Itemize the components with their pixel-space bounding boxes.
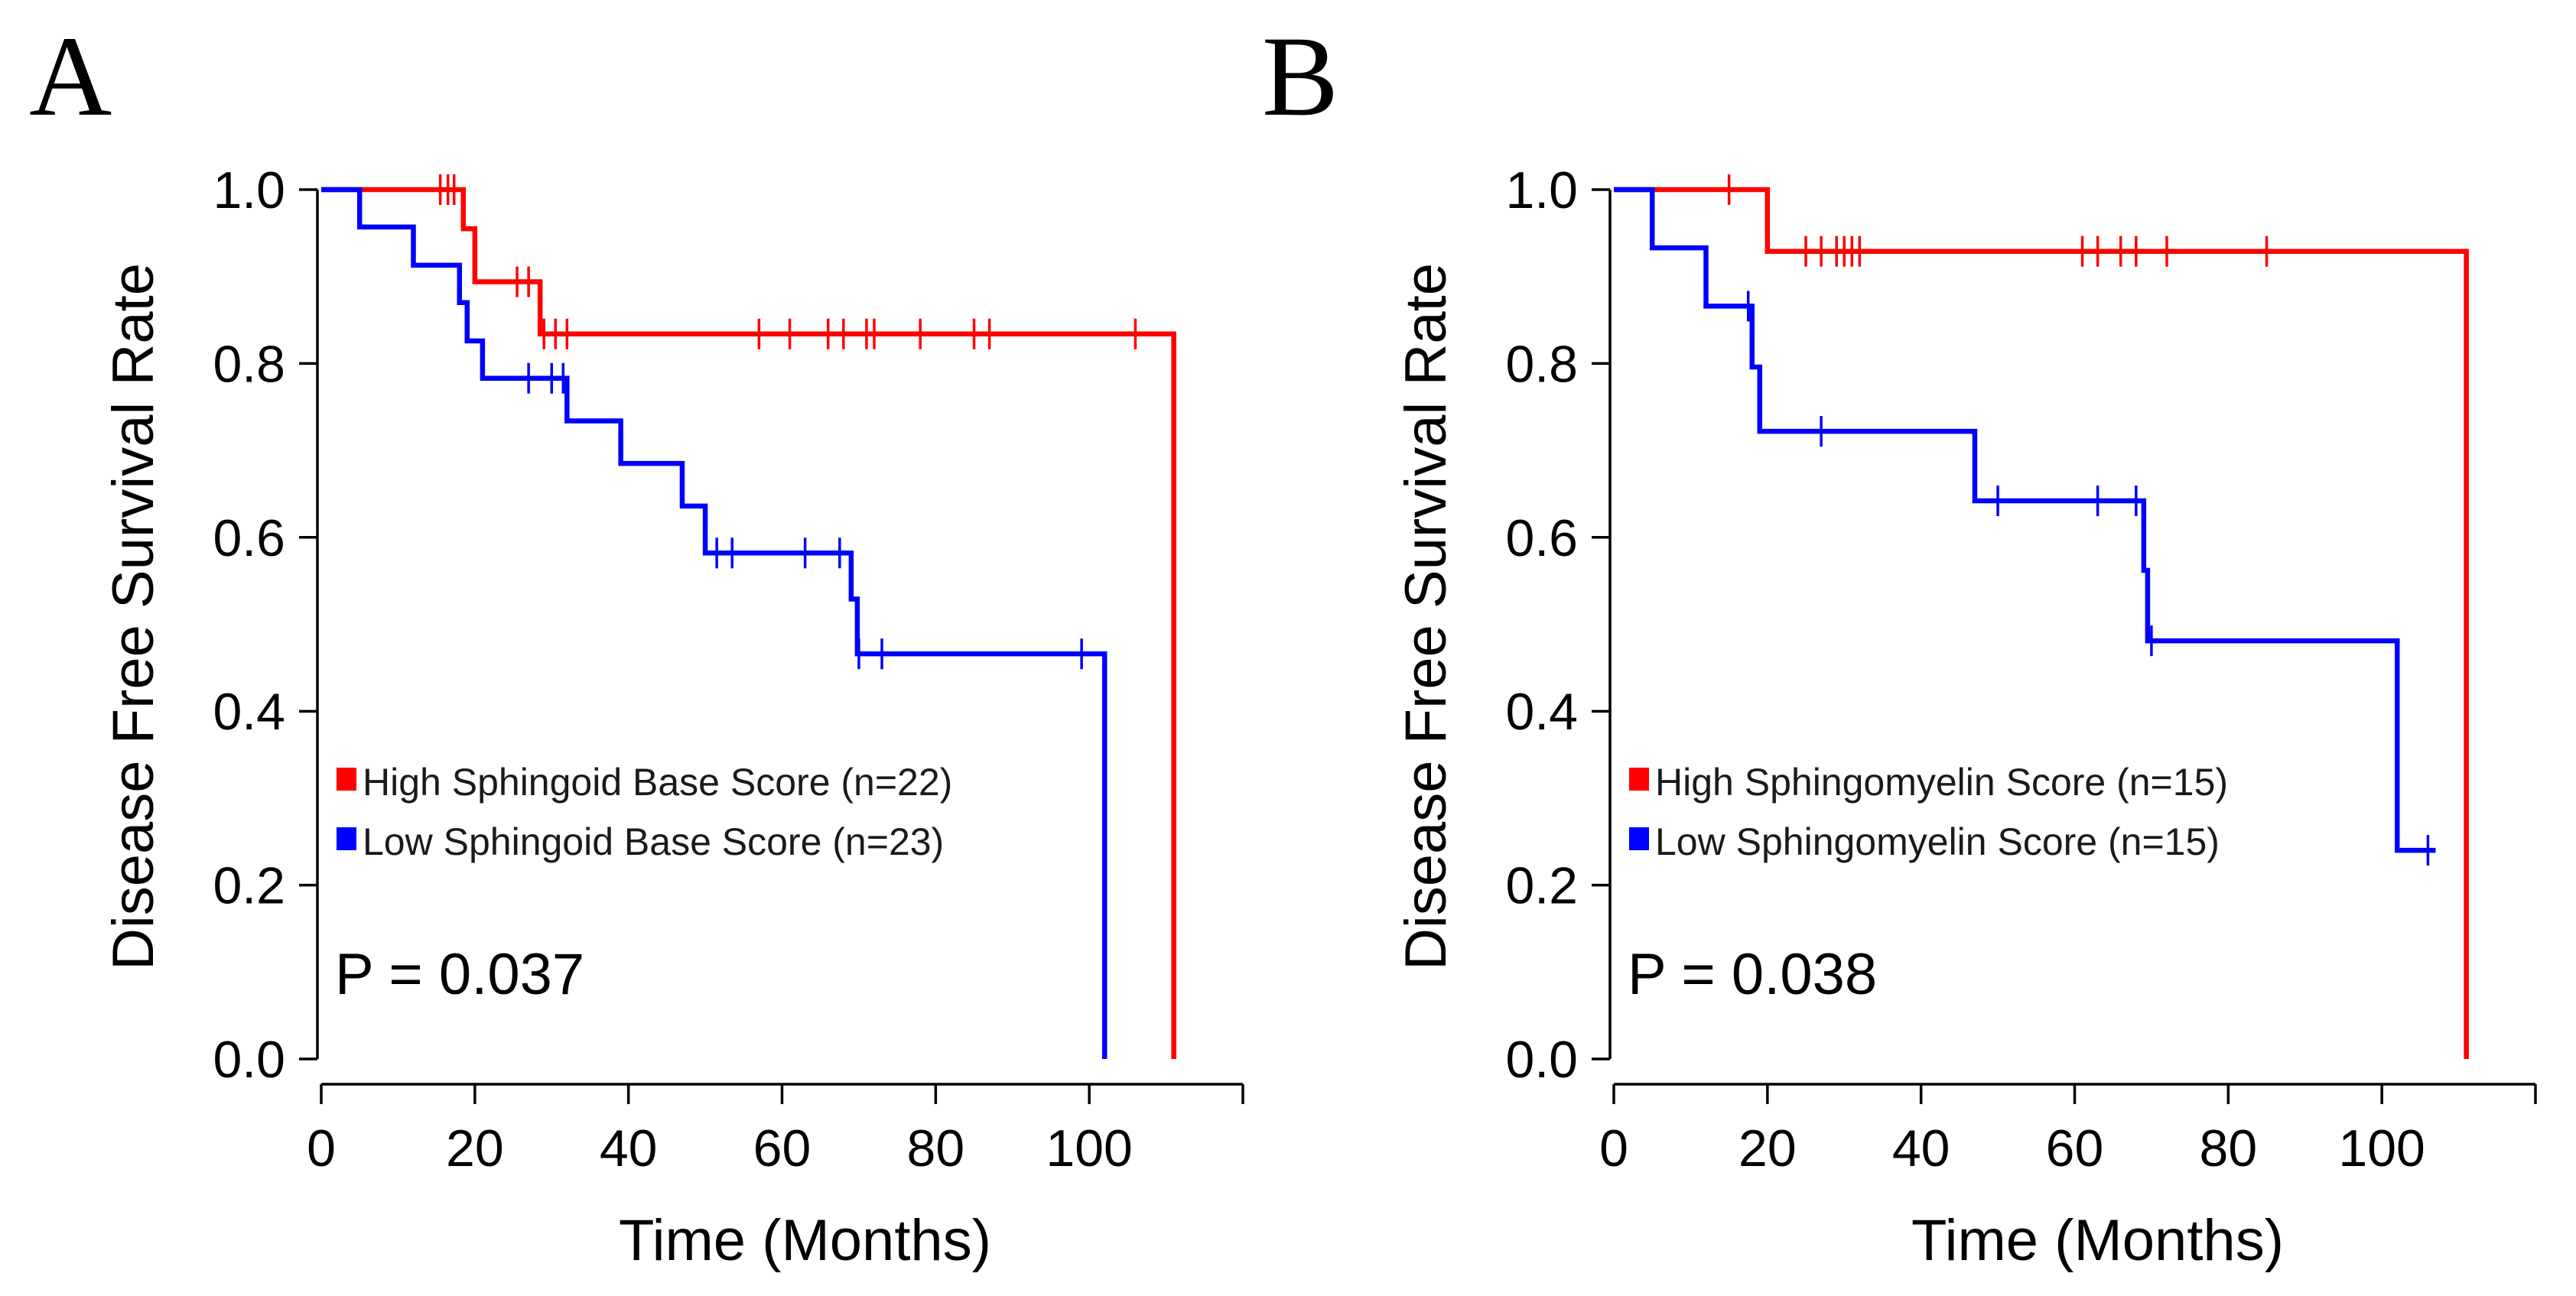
p-value: P = 0.037 (335, 942, 584, 1007)
x-tick-label: 40 (600, 1119, 658, 1177)
x-tick-label: 60 (753, 1119, 812, 1177)
x-tick-label: 100 (2338, 1119, 2425, 1177)
y-tick-label: 0.2 (1505, 857, 1578, 915)
y-tick-label: 0.2 (213, 857, 285, 915)
x-tick-label: 20 (1738, 1119, 1797, 1177)
x-tick-label: 80 (907, 1119, 965, 1177)
x-tick-label: 100 (1046, 1119, 1132, 1177)
y-tick-label: 0.0 (213, 1031, 285, 1089)
y-tick-label: 0.4 (213, 683, 285, 741)
x-axis-title: Time (Months) (619, 1208, 991, 1273)
legend-label: Low Sphingomyelin Score (n=15) (1655, 820, 2220, 863)
x-tick-label: 60 (2046, 1119, 2104, 1177)
survival-curve-low (1614, 187, 2436, 853)
legend-label: High Sphingomyelin Score (n=15) (1655, 761, 2228, 804)
p-value: P = 0.038 (1628, 942, 1877, 1007)
y-axis-title: Disease Free Survival Rate (101, 263, 166, 970)
survival-curve-high (1614, 187, 2469, 1059)
chart-panel-a: A 0 20 40 60 80 100 0.0 0.2 0.4 0.6 0.8 1.0 Time (Mon… (29, 13, 1244, 1273)
legend-label: High Sphingoid Base Score (n=22) (363, 761, 952, 804)
y-tick-label: 0.0 (1505, 1031, 1578, 1089)
y-tick-label: 0.6 (1505, 509, 1578, 567)
y-tick-label: 0.4 (1505, 683, 1578, 741)
chart-panel-b: B 0 20 40 60 80 100 0.0 0.2 0.4 0.6 0.8 1.0 Time (Mon… (1262, 13, 2537, 1273)
panel-letter: A (29, 13, 112, 140)
y-axis-title: Disease Free Survival Rate (1394, 263, 1459, 970)
survival-curve-low (321, 187, 1107, 1059)
y-tick-label: 0.8 (1505, 335, 1578, 393)
y-tick-label: 1.0 (213, 161, 285, 219)
legend-swatch (337, 768, 356, 791)
y-tick-label: 0.8 (213, 335, 285, 393)
x-tick-label: 0 (307, 1119, 336, 1177)
x-tick-label: 80 (2200, 1119, 2258, 1177)
legend-label: Low Sphingoid Base Score (n=23) (363, 820, 944, 863)
y-tick-label: 1.0 (1505, 161, 1578, 219)
x-tick-label: 40 (1892, 1119, 1950, 1177)
y-tick-label: 0.6 (213, 509, 285, 567)
x-tick-label: 0 (1599, 1119, 1628, 1177)
panel-letter: B (1262, 13, 1338, 140)
legend-swatch (337, 827, 356, 850)
x-axis-title: Time (Months) (1911, 1208, 2284, 1273)
legend-swatch (1629, 827, 1649, 850)
x-tick-label: 20 (446, 1119, 504, 1177)
legend-swatch (1629, 768, 1649, 791)
survival-curve-high (321, 187, 1176, 1059)
